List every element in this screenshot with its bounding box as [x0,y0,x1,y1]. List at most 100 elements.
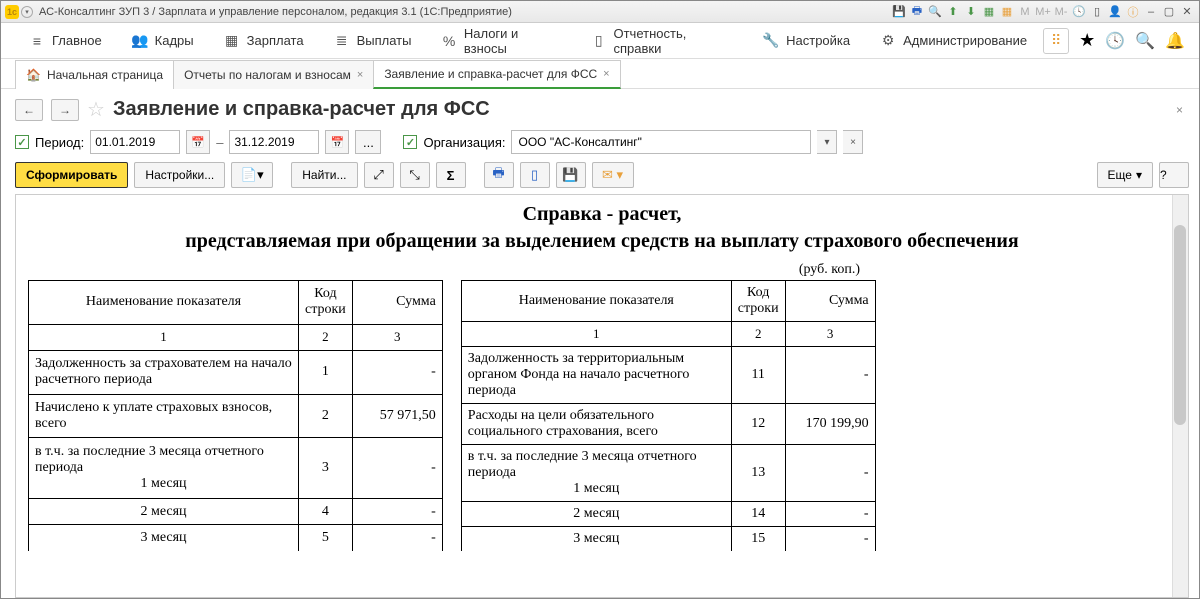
back-button[interactable]: ← [15,99,43,121]
th-sum: Сумма [352,281,442,325]
list-icon: ≣ [334,33,350,49]
user-icon[interactable]: 👤 [1107,4,1123,20]
more-button[interactable]: Еще ▾ [1097,162,1153,188]
period-more-button[interactable]: ... [355,130,381,154]
table-row: в т.ч. за последние 3 месяца отчетного п… [29,438,443,499]
table-row: 2 месяц14- [461,502,875,527]
windows-icon[interactable]: ▯ [1089,4,1105,20]
forward-button[interactable]: → [51,99,79,121]
m-icon[interactable]: M [1017,4,1033,20]
content-area: ← → ☆ Заявление и справка-расчет для ФСС… [1,89,1199,598]
menu-nalogi[interactable]: %Налоги и взносы [427,20,575,62]
report-table-right: Наименование показателя Код строки Сумма… [461,280,876,551]
menu-zarplata[interactable]: ▦Зарплата [210,27,318,55]
clock-icon[interactable]: 🕓 [1071,4,1087,20]
doc-button[interactable]: ▯ [520,162,550,188]
menu-nastroika[interactable]: 🔧Настройка [749,27,864,55]
gear-icon: ⚙ [880,33,896,49]
dash: – [216,135,223,150]
report-table-left: Наименование показателя Код строки Сумма… [28,280,443,551]
percent-icon: % [441,33,456,49]
date-to-input[interactable] [229,130,319,154]
table-row: Расходы на цели обязательного социальног… [461,404,875,445]
close-page-icon[interactable]: × [1176,103,1189,117]
th-code: Код строки [731,281,785,322]
page-title: Заявление и справка-расчет для ФСС [113,98,490,121]
collapse-button[interactable]: ⤡ [400,162,430,188]
people-icon: 👥 [132,33,148,49]
expand-button[interactable]: ⤢ [364,162,394,188]
tab-fss[interactable]: Заявление и справка-расчет для ФСС× [373,60,620,89]
close-window-icon[interactable]: ✕ [1179,4,1195,20]
apps-icon[interactable]: ⠿ [1043,28,1069,54]
menu-admin[interactable]: ⚙Администрирование [866,27,1041,55]
info-icon[interactable]: ⓘ [1125,4,1141,20]
table-row: 3 месяц15- [461,527,875,552]
doc-icon: ▯ [591,33,606,49]
calendar-to-button[interactable]: 📅 [325,130,349,154]
menu-otchet[interactable]: ▯Отчетность, справки [577,20,747,62]
mail-button[interactable]: ✉ ▾ [592,162,634,188]
import-icon[interactable]: ⬇ [963,4,979,20]
calendar-icon[interactable]: ▦ [999,4,1015,20]
filter-bar: ✓ Период: 📅 – 📅 ... ✓ Организация: ▾ × [15,130,1189,154]
menu-main[interactable]: ≡Главное [15,27,116,55]
settings-button[interactable]: Настройки... [134,162,225,188]
help-button[interactable]: ? [1159,162,1189,188]
tab-home[interactable]: 🏠Начальная страница [15,60,174,89]
bell-icon[interactable]: 🔔 [1165,31,1185,51]
period-checkbox[interactable]: ✓ [15,135,29,149]
org-checkbox[interactable]: ✓ [403,135,417,149]
save-icon[interactable]: 💾 [891,4,907,20]
menu-vyplaty[interactable]: ≣Выплаты [320,27,426,55]
m-plus-icon[interactable]: M+ [1035,4,1051,20]
star-icon[interactable]: ☆ [87,97,105,122]
generate-button[interactable]: Сформировать [15,162,128,188]
print-icon[interactable]: 🖶 [909,4,925,20]
th-name: Наименование показателя [29,281,299,325]
th-name: Наименование показателя [461,281,731,322]
house-icon: 🏠 [26,68,41,82]
calendar-from-button[interactable]: 📅 [186,130,210,154]
table-row: Задолженность за страхователем на начало… [29,351,443,395]
app-menu-dropdown[interactable]: ▾ [21,6,33,18]
app-title: АС-Консалтинг ЗУП 3 / Зарплата и управле… [39,6,512,18]
th-sum: Сумма [785,281,875,322]
history-icon[interactable]: 🕓 [1105,31,1125,51]
close-icon[interactable]: × [357,69,363,81]
close-icon[interactable]: × [603,68,609,80]
minimize-icon[interactable]: – [1143,4,1159,20]
menu-kadry[interactable]: 👥Кадры [118,27,208,55]
sum-button[interactable]: Σ [436,162,466,188]
scrollbar[interactable] [1172,195,1188,597]
home-icon: ≡ [29,33,45,49]
org-clear-button[interactable]: × [843,130,863,154]
date-from-input[interactable] [90,130,180,154]
grid-icon: ▦ [224,33,240,49]
save-report-button[interactable]: 💾 [556,162,586,188]
app-logo-icon: 1c [5,5,19,19]
th-code: Код строки [299,281,353,325]
table-row: в т.ч. за последние 3 месяца отчетного п… [461,445,875,502]
preview-icon[interactable]: 🔍 [927,4,943,20]
period-label: Период: [35,135,84,150]
calc-icon[interactable]: ▦ [981,4,997,20]
table-row: 2 месяц4- [29,498,443,525]
maximize-icon[interactable]: ▢ [1161,4,1177,20]
search-global-icon[interactable]: 🔍 [1135,31,1155,51]
m-minus-icon[interactable]: M- [1053,4,1069,20]
tab-reports[interactable]: Отчеты по налогам и взносам× [173,60,374,89]
scroll-thumb[interactable] [1174,225,1186,425]
tabs-bar: 🏠Начальная страница Отчеты по налогам и … [1,59,1199,89]
print-report-button[interactable]: 🖶 [484,162,514,188]
favorite-icon[interactable]: ★ [1079,30,1095,51]
main-menu: ≡Главное 👥Кадры ▦Зарплата ≣Выплаты %Нало… [1,23,1199,59]
org-dropdown-button[interactable]: ▾ [817,130,837,154]
report-subtitle: представляемая при обращении за выделени… [28,228,1176,254]
find-button[interactable]: Найти... [291,162,357,188]
export-icon[interactable]: ⬆ [945,4,961,20]
org-label: Организация: [423,135,505,150]
report-title: Справка - расчет, [28,203,1176,226]
org-input[interactable] [511,130,811,154]
variants-button[interactable]: 📄▾ [231,162,273,188]
